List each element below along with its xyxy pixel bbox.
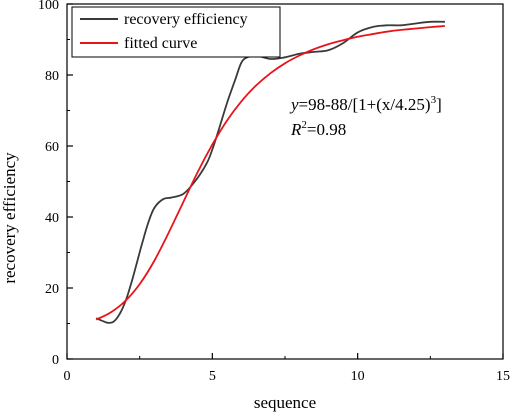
r-squared-symbol: R bbox=[290, 120, 302, 139]
x-axis-title: sequence bbox=[254, 393, 316, 412]
x-tick-label: 15 bbox=[496, 369, 510, 384]
equation-body: =98-88/[1+(x/4.25) bbox=[299, 95, 431, 114]
legend-box bbox=[71, 6, 281, 58]
y-tick-label: 20 bbox=[45, 282, 59, 297]
legend-label-fitted-curve: fitted curve bbox=[124, 35, 197, 52]
r-squared-exponent: 2 bbox=[301, 119, 307, 131]
equation-y-variable: y bbox=[289, 95, 299, 114]
y-tick-label: 60 bbox=[45, 140, 59, 155]
x-tick-label: 5 bbox=[209, 369, 216, 384]
y-tick-label: 0 bbox=[52, 353, 59, 368]
series-line-recovery-efficiency bbox=[95, 20, 445, 324]
fit-equation: y=98-88/[1+(x/4.25)3] bbox=[289, 94, 442, 114]
legend-label-recovery-efficiency: recovery efficiency bbox=[124, 11, 248, 28]
series-line-fitted-curve bbox=[95, 25, 445, 321]
y-tick-label: 40 bbox=[45, 211, 59, 226]
y-axis-title: recovery efficiency bbox=[0, 152, 19, 284]
axes-layer: 0 5 10 15 0 20 40 60 80 100 bbox=[38, 0, 510, 384]
y-tick-label: 100 bbox=[38, 0, 59, 13]
marks-layer bbox=[95, 20, 445, 324]
x-tick-label: 0 bbox=[64, 369, 71, 384]
equation-exponent: 3 bbox=[431, 94, 437, 106]
r-squared: R2=0.98 bbox=[290, 119, 346, 139]
x-tick-label: 10 bbox=[351, 369, 365, 384]
r-squared-value: =0.98 bbox=[307, 120, 346, 139]
equation-close: ] bbox=[436, 95, 442, 114]
legend: recovery efficiency fitted curve bbox=[71, 6, 281, 58]
y-tick-label: 80 bbox=[45, 69, 59, 84]
